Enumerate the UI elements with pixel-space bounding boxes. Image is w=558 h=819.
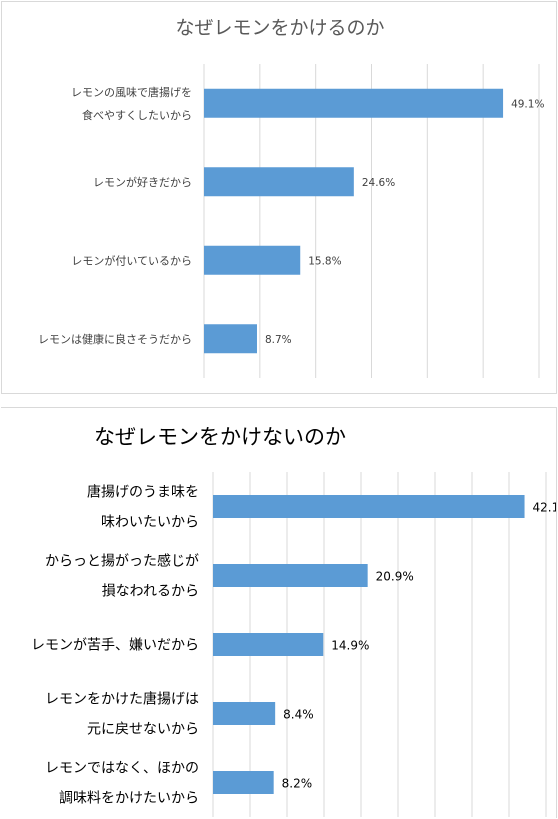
data-label: 8.4% bbox=[283, 708, 314, 722]
chart-why-add-lemon: なぜレモンをかけるのか 49.1% レモンの風味で唐揚げを食べやすくしたいから 24.… bbox=[38, 17, 544, 378]
data-label: 24.6% bbox=[362, 177, 395, 189]
category-label: からっと揚がった感じが損なわれるから bbox=[45, 553, 199, 600]
data-label: 14.9% bbox=[331, 639, 369, 653]
bar bbox=[213, 633, 324, 656]
bar bbox=[213, 564, 368, 587]
bar bbox=[204, 245, 301, 275]
bar bbox=[204, 167, 354, 197]
category-label: レモンは健康に良さそうだから bbox=[38, 332, 192, 346]
data-label: 15.8% bbox=[308, 255, 341, 267]
bar bbox=[204, 88, 504, 118]
chart-panel-why-add-lemon: なぜレモンをかけるのか 49.1% レモンの風味で唐揚げを食べやすくしたいから 24.… bbox=[1, 1, 557, 394]
data-label: 8.2% bbox=[282, 777, 313, 791]
chart-title: なぜレモンをかけないのか bbox=[94, 425, 346, 449]
category-label: レモンの風味で唐揚げを食べやすくしたいから bbox=[71, 85, 192, 122]
chart-title: なぜレモンをかけるのか bbox=[175, 17, 384, 39]
category-label: レモンが苦手、嫌いだから bbox=[31, 638, 199, 654]
category-label: レモンが付いているから bbox=[71, 253, 192, 267]
bar bbox=[204, 324, 257, 354]
bar bbox=[213, 495, 525, 518]
category-label: レモンが好きだから bbox=[93, 175, 192, 189]
data-label: 42.1% bbox=[533, 501, 556, 515]
category-label: レモンをかけた唐揚げは元に戻せないから bbox=[45, 691, 199, 738]
data-label: 8.7% bbox=[265, 334, 292, 346]
chart-why-not-add-lemon: なぜレモンをかけないのか 42.1% 唐揚げのうま味を味わいたいから 20.9% からっ… bbox=[31, 425, 556, 817]
category-label: 唐揚げのうま味を味わいたいから bbox=[87, 484, 199, 531]
data-label: 20.9% bbox=[376, 570, 414, 584]
category-label: レモンではなく、ほかの調味料をかけたいから bbox=[45, 761, 199, 807]
data-label: 49.1% bbox=[511, 98, 544, 110]
bar bbox=[213, 771, 274, 794]
bar bbox=[213, 702, 276, 725]
chart-panel-why-not-add-lemon: なぜレモンをかけないのか 42.1% 唐揚げのうま味を味わいたいから 20.9% からっ… bbox=[1, 407, 557, 818]
